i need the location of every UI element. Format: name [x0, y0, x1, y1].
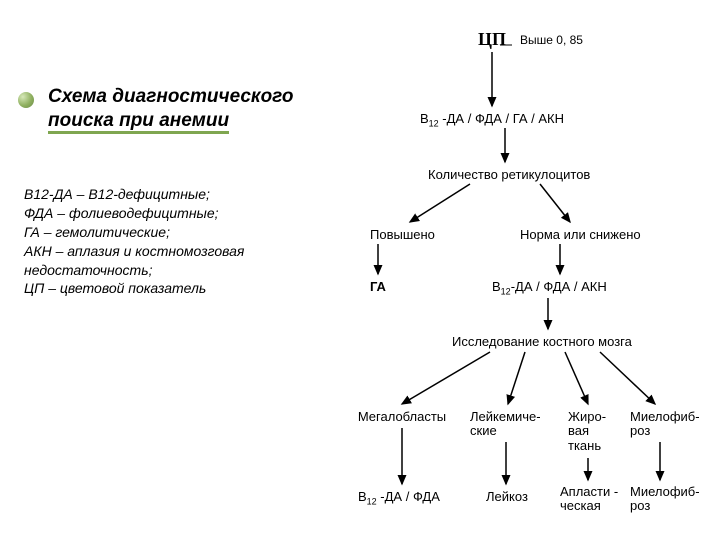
node-cp: ЦП — [478, 30, 506, 50]
legend-l1: В12-ДА – В12-дефицитные; — [24, 185, 354, 204]
node-ga: ГА — [370, 280, 386, 294]
title-bullet — [18, 92, 34, 108]
node-r3: Апласти -ческая — [560, 485, 630, 514]
node-branch-up: Повышено — [370, 228, 435, 242]
legend-block: В12-ДА – В12-дефицитные; ФДА – фолиеводе… — [24, 185, 354, 298]
legend-l2: ФДА – фолиеводефицитные; — [24, 204, 354, 223]
node-lvl3: В12-ДА / ФДА / АКН — [492, 280, 607, 297]
legend-l6: ЦП – цветовой показатель — [24, 279, 354, 298]
node-c2: Лейкемиче-ские — [470, 410, 560, 439]
node-r4: Миелофиб-роз — [630, 485, 710, 514]
node-lvl1: В12 -ДА / ФДА / ГА / АКН — [420, 112, 564, 129]
title-line1: Схема диагностического — [48, 85, 348, 109]
node-lvl4: Исследование костного мозга — [452, 335, 632, 349]
title-line2-text: поиска при анемии — [48, 110, 229, 134]
legend-l3: ГА – гемолитические; — [24, 223, 354, 242]
title-block: Схема диагностического поиска при анемии — [48, 85, 348, 133]
node-cp-cond: Выше 0, 85 — [520, 34, 583, 47]
node-lvl2: Количество ретикулоцитов — [428, 168, 590, 182]
legend-l5: недостаточность; — [24, 261, 354, 280]
node-r1: В12 -ДА / ФДА — [358, 490, 440, 507]
node-c1: Мегалобласты — [352, 410, 452, 424]
node-branch-norm: Норма или снижено — [520, 228, 641, 242]
node-c4: Миелофиб-роз — [630, 410, 710, 439]
legend-l4: АКН – аплазия и костномозговая — [24, 242, 354, 261]
node-r2: Лейкоз — [486, 490, 528, 504]
node-c3: Жиро-ваяткань — [568, 410, 628, 453]
title-line2: поиска при анемии — [48, 109, 348, 133]
